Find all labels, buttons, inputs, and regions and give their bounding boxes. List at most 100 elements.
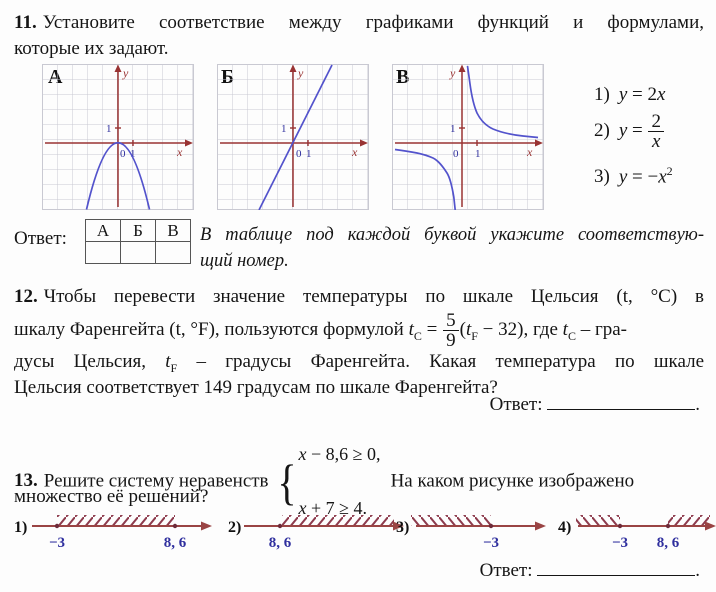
answer-cell-V-input[interactable] xyxy=(155,241,191,264)
answer-11-table: А Б В xyxy=(85,219,191,264)
option-3-exponent: 2 xyxy=(666,164,673,178)
problem-12-number: 12. xyxy=(14,286,38,307)
label-8-6: 8, 6 xyxy=(269,535,292,550)
answer-12-label: Ответ: xyxy=(489,394,543,415)
p13-l1-text-b: На каком рисунке изображено xyxy=(390,470,635,492)
hatching-right xyxy=(668,515,710,526)
p12-l2-text-a: шкалу Фаренгейта (t, °F), пользуются фор… xyxy=(14,319,409,340)
p12-sub-c2: C xyxy=(567,328,576,343)
p12-t-celsius: t xyxy=(408,319,414,340)
option-3-minus: − xyxy=(647,166,659,188)
fraction-denominator: 9 xyxy=(443,330,459,351)
label-8-6: 8, 6 xyxy=(657,535,680,550)
graph-V-plot: y x 0 1 1 xyxy=(392,64,544,210)
problem-12-line3: дусы Цельсия, tF – градусы Фаренгейта. К… xyxy=(14,349,704,381)
option-1-x: x xyxy=(656,84,666,105)
problem-13-line1: 13. Решите систему неравенств {x − 8,6 ≥ 0… xyxy=(14,428,714,518)
fraction-numerator: 2 xyxy=(651,111,661,132)
option-3-number: 3) xyxy=(594,166,610,188)
x-axis-label: x xyxy=(176,145,183,159)
answer-cell-B-input[interactable] xyxy=(120,241,156,264)
numberline-figure-4: 4) −3 8, 6 xyxy=(558,515,716,550)
answer-13-label: Ответ: xyxy=(479,560,533,581)
x-one-label: 1 xyxy=(475,148,481,160)
option-1: 1) y = 2x xyxy=(594,84,665,106)
hatching-between xyxy=(57,515,175,526)
hatching-left xyxy=(411,515,491,526)
answer-table-input-row xyxy=(85,241,191,264)
arrow-icon xyxy=(393,521,404,531)
y-axis-arrow-icon xyxy=(458,64,466,72)
p12-sub-c: C xyxy=(413,328,422,343)
problem-12-line1: 12. Чтобы перевести значение температуры … xyxy=(14,284,704,310)
answer-cell-V-header: В xyxy=(155,219,191,242)
p12-sub-f2: F xyxy=(170,360,178,375)
fraction-numerator: 5 xyxy=(446,309,456,331)
hatching-left xyxy=(576,515,620,526)
answer-cell-A-header: А xyxy=(85,219,121,242)
option-2-y: y xyxy=(618,120,628,142)
note-line2: щий номер. xyxy=(200,251,289,271)
label-minus3: −3 xyxy=(612,535,628,550)
option-1-coef: 2 xyxy=(647,84,657,105)
option-1-y: y xyxy=(618,84,628,105)
y-axis-label: y xyxy=(122,66,129,80)
answer-12-period: . xyxy=(695,394,700,415)
answer-12-blank[interactable] xyxy=(547,394,696,410)
inequality-system: {x − 8,6 ≥ 0, x + 7 ≥ 4. xyxy=(275,428,381,536)
problem-11-text1: Установите соответствие между графиками … xyxy=(42,12,704,33)
problem-13-line2: множество её решений? xyxy=(14,486,209,507)
x-axis-arrow-icon xyxy=(185,139,193,147)
point-minus3 xyxy=(54,523,60,529)
origin-label: 0 xyxy=(296,148,302,160)
p12-l3-text-a: дусы Цельсия, xyxy=(14,351,166,372)
y-axis-label: y xyxy=(297,66,304,80)
problem-12-line4: Цельсия соответствует 149 градусам по шк… xyxy=(14,377,498,398)
figure-4-number: 4) xyxy=(558,519,571,536)
numberline-figure-3: 3) −3 xyxy=(396,515,546,550)
answer-12-line: Ответ: . xyxy=(490,394,700,416)
system-lines: x − 8,6 ≥ 0, x + 7 ≥ 4. xyxy=(299,428,381,536)
x-one-label: 1 xyxy=(130,148,136,160)
p12-t-celsius2: t xyxy=(562,319,568,340)
problem-12-line2: шкалу Фаренгейта (t, °F), пользуются фор… xyxy=(14,308,714,358)
figure-1-number: 1) xyxy=(14,519,27,536)
p12-l2-text-d: – гра- xyxy=(575,319,628,340)
arrow-icon xyxy=(705,521,716,531)
arrow-icon xyxy=(535,521,546,531)
problem-11-line2: которые их задают. xyxy=(14,38,169,59)
y-axis-arrow-icon xyxy=(289,64,297,72)
fraction-denominator: x xyxy=(648,131,664,152)
point-8-6 xyxy=(665,523,671,529)
hyperbola-upper-branch xyxy=(466,65,539,139)
sys1-rest: − 8,6 ≥ 0, xyxy=(306,444,381,464)
p12-l3-text-b: – градусы Фаренгейта. Какая температура … xyxy=(177,351,704,372)
problem-11-line1: 11. Установите соответствие между графика… xyxy=(14,10,704,36)
sys2-x: x xyxy=(298,498,307,518)
problem-11-statement: 11. Установите соответствие между графика… xyxy=(14,10,704,62)
point-8-6 xyxy=(172,523,178,529)
answer-table-header-row: А Б В xyxy=(85,219,191,242)
x-axis-arrow-icon xyxy=(360,139,368,147)
option-2-number: 2) xyxy=(594,120,610,142)
answer-13-blank[interactable] xyxy=(537,560,696,576)
x-axis-label: x xyxy=(526,145,533,159)
p12-sub-f: F xyxy=(471,328,478,343)
problem-12-text1: Чтобы перевести значение температуры по … xyxy=(43,286,704,307)
line-curve xyxy=(258,64,333,210)
label-minus3: −3 xyxy=(49,535,65,550)
graph-B-plot: y x 0 1 1 xyxy=(217,64,369,210)
option-3: 3) y = −x2 xyxy=(594,164,673,188)
numberline-figure-1: 1) −3 8, 6 xyxy=(14,515,212,550)
system-line1: x − 8,6 ≥ 0, xyxy=(299,444,381,464)
sys2-rest: + 7 ≥ 4. xyxy=(306,498,368,518)
problem-11-number: 11. xyxy=(14,12,37,33)
p12-l2-text-c: − 32), где xyxy=(477,319,563,340)
note-line1: В таблице под каждой буквой укажите соот… xyxy=(200,225,704,245)
answer-cell-A-input[interactable] xyxy=(85,241,121,264)
option-3-y: y xyxy=(618,166,628,188)
x-axis-label: x xyxy=(351,145,358,159)
